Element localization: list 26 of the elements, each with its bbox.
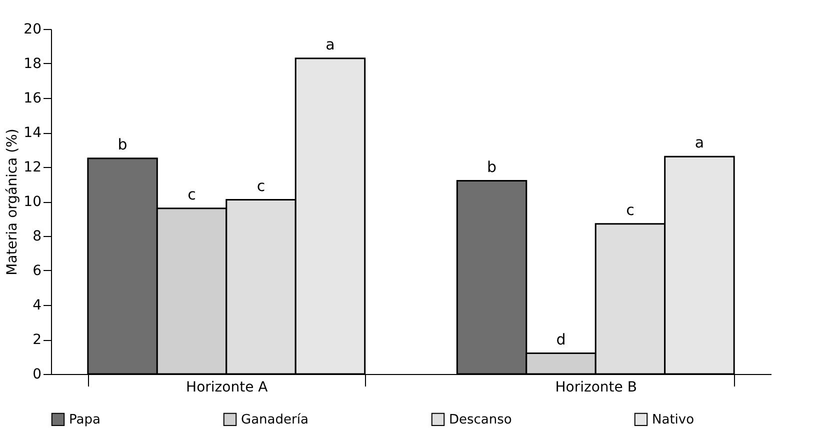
y-tick-label: 14: [24, 125, 42, 141]
y-tick-label: 20: [24, 22, 42, 38]
legend-label: Nativo: [652, 412, 694, 428]
y-tick-label: 16: [24, 90, 42, 106]
y-tick-label: 12: [24, 160, 42, 176]
y-tick-label: 0: [32, 366, 42, 382]
legend-label: Ganadería: [241, 412, 308, 428]
y-axis-title: Materia orgánica (%): [4, 128, 21, 276]
y-tick-label: 6: [32, 263, 42, 279]
data-label: c: [626, 200, 634, 219]
data-label: b: [487, 158, 497, 176]
data-label: a: [694, 134, 704, 152]
data-label: c: [256, 176, 266, 195]
x-tick-label: Horizonte A: [186, 380, 268, 396]
y-tick-label: 10: [24, 194, 42, 210]
legend-label: Papa: [69, 412, 100, 428]
x-tick-label: Horizonte B: [555, 380, 637, 396]
data-label: c: [188, 185, 196, 204]
data-label: d: [556, 330, 566, 348]
legend-label: Descanso: [449, 412, 512, 428]
y-tick-label: 18: [24, 56, 42, 72]
y-tick-label: 2: [32, 332, 42, 348]
y-tick-label: 4: [32, 298, 42, 314]
data-label: b: [118, 135, 128, 154]
y-tick-label: 8: [32, 228, 42, 244]
data-label: a: [326, 35, 335, 54]
